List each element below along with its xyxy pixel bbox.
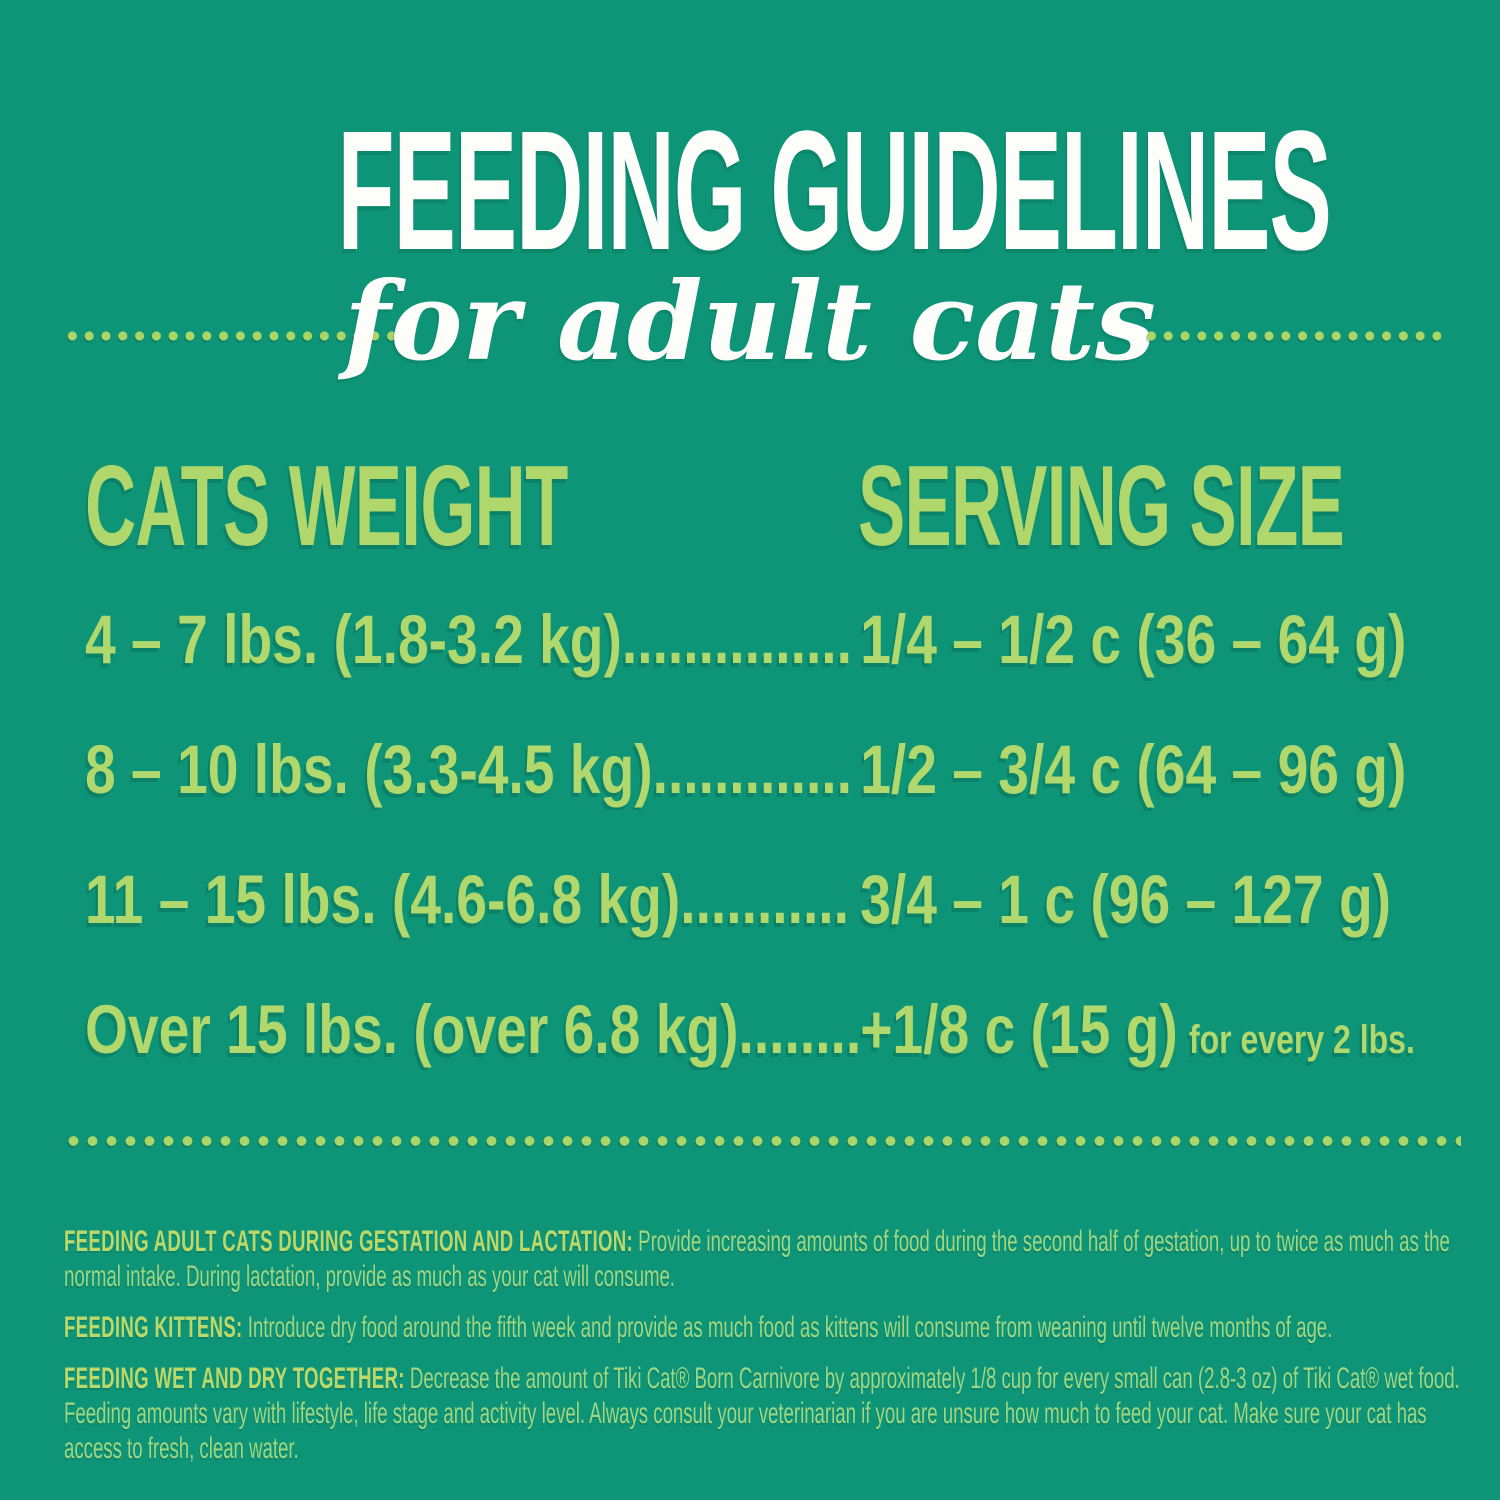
row-weight-cell: 11 – 15 lbs. (4.6-6.8 kg)........... (85, 860, 860, 940)
table-row: Over 15 lbs. (over 6.8 kg).......... +1/… (85, 990, 1460, 1070)
page-title: FEEDING GUIDELINES (337, 96, 1332, 286)
row-weight: 11 – 15 lbs. (4.6-6.8 kg) (85, 861, 681, 938)
column-header-cats-weight: CATS WEIGHT (85, 443, 568, 570)
footnote-label: FEEDING ADULT CATS DURING GESTATION AND … (64, 1225, 633, 1258)
row-serving: 3/4 – 1 c (96 – 127 g) (860, 861, 1392, 938)
leader-dots: .......... (738, 991, 861, 1068)
row-serving-cell: 1/4 – 1/2 c (36 – 64 g) (860, 600, 1417, 680)
row-serving: 1/4 – 1/2 c (36 – 64 g) (860, 601, 1407, 678)
row-note: for every 2 lbs. (1188, 1018, 1415, 1062)
footnote-kittens: FEEDING KITTENS: Introduce dry food arou… (64, 1310, 1461, 1345)
footnote-wet-and-dry: FEEDING WET AND DRY TOGETHER: Decrease t… (64, 1361, 1461, 1466)
table-row: 11 – 15 lbs. (4.6-6.8 kg)........... 3/4… (85, 860, 1460, 940)
row-weight-cell: 4 – 7 lbs. (1.8-3.2 kg)............... (85, 600, 860, 680)
table-row: 4 – 7 lbs. (1.8-3.2 kg)............... 1… (85, 600, 1460, 680)
leader-dots: ............. (652, 731, 852, 808)
footnote-label: FEEDING WET AND DRY TOGETHER: (64, 1362, 405, 1395)
leader-dots: ........... (680, 861, 849, 938)
leader-dots: ............... (621, 601, 852, 678)
footnote-text: Decrease the amount of Tiki Cat® Born Ca… (64, 1362, 1460, 1465)
footnote-label: FEEDING KITTENS: (64, 1311, 243, 1344)
row-weight: 8 – 10 lbs. (3.3-4.5 kg) (85, 731, 653, 808)
row-weight-cell: Over 15 lbs. (over 6.8 kg).......... (85, 990, 860, 1070)
table-row: 8 – 10 lbs. (3.3-4.5 kg)............. 1/… (85, 730, 1460, 810)
footnote-gestation: FEEDING ADULT CATS DURING GESTATION AND … (64, 1224, 1461, 1294)
row-weight: Over 15 lbs. (over 6.8 kg) (85, 991, 739, 1068)
row-weight-cell: 8 – 10 lbs. (3.3-4.5 kg)............. (85, 730, 860, 810)
page-subtitle: for adult cats (344, 259, 1156, 385)
row-serving: 1/2 – 3/4 c (64 – 96 g) (860, 731, 1407, 808)
row-serving-cell: 1/2 – 3/4 c (64 – 96 g) (860, 730, 1417, 810)
row-serving-cell: 3/4 – 1 c (96 – 127 g) (860, 860, 1402, 940)
footnote-text: Provide increasing amounts of food durin… (64, 1225, 1450, 1293)
row-serving-cell: +1/8 c (15 g) for every 2 lbs. (860, 990, 1415, 1070)
row-serving: +1/8 c (15 g) (860, 991, 1178, 1068)
subtitle-dots-right-icon (1143, 329, 1441, 343)
subtitle-dots-left-icon (64, 329, 417, 343)
divider-dots-icon (64, 1133, 1461, 1149)
footnote-text: Introduce dry food around the fifth week… (247, 1311, 1333, 1344)
row-weight: 4 – 7 lbs. (1.8-3.2 kg) (85, 601, 622, 678)
column-header-serving-size: SERVING SIZE (858, 443, 1345, 570)
footnotes-section: FEEDING ADULT CATS DURING GESTATION AND … (64, 1224, 1461, 1482)
